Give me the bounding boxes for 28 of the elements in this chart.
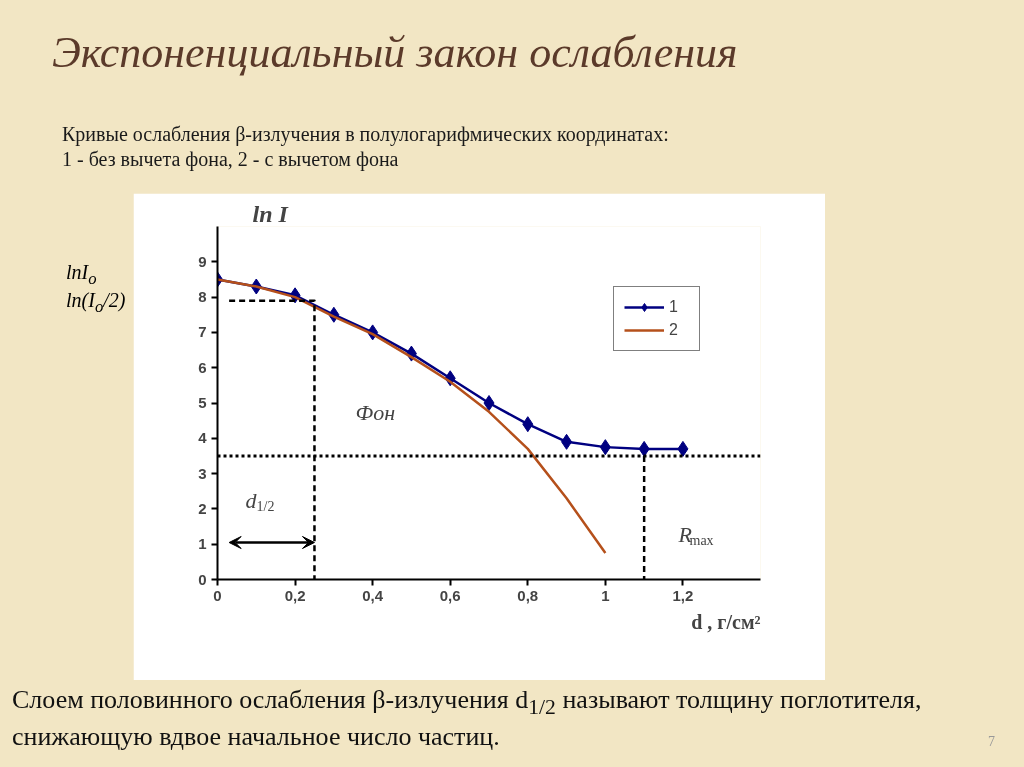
y-tick-label: 5	[198, 394, 207, 411]
y-tick-label: 4	[198, 429, 208, 447]
text: ln(I$_{o}$/2)	[66, 289, 126, 316]
annotation: Фон	[355, 400, 396, 425]
y-tick-label: 9	[198, 252, 207, 270]
x-tick-label: 1	[601, 586, 610, 604]
legend-label: 2	[669, 321, 679, 339]
y-tick-label: 8	[198, 288, 207, 306]
chart-title: Экспоненциальный закон ослабления	[52, 27, 738, 79]
y-tick-label: 7	[198, 323, 207, 341]
x-tick-label: 0,2	[284, 586, 306, 604]
y-tick-label: 0	[198, 570, 207, 588]
x-tick-label: 1,2	[672, 586, 694, 604]
legend-label: 1	[669, 298, 679, 316]
y-tick-label: 3	[198, 464, 207, 482]
x-tick-label: 0,6	[439, 586, 461, 604]
text: Слоем половинного ослабления β-излучения d$_{1/2}$ называют толщину поглотителя, снижающую вдвое начальное число частиц.	[12, 685, 922, 752]
text: lnI$_{o}$	[66, 260, 97, 290]
y-axis-title: ln I	[252, 200, 290, 227]
y-tick-label: 2	[198, 499, 207, 517]
x-tick-label: 0,8	[517, 586, 539, 604]
chart-subtitle: Кривые ослабления β-излучения в полулогарифмических координатах: 1 - без вычета фона, 2 - с вычетом фона	[62, 122, 669, 172]
y-tick-label: 6	[198, 358, 207, 376]
x-tick-label: 0	[213, 586, 222, 604]
y-tick-label: 1	[198, 535, 207, 553]
text: 7	[988, 733, 995, 751]
x-axis-title: d , г/см²	[691, 610, 761, 633]
x-tick-label: 0,4	[362, 586, 384, 604]
